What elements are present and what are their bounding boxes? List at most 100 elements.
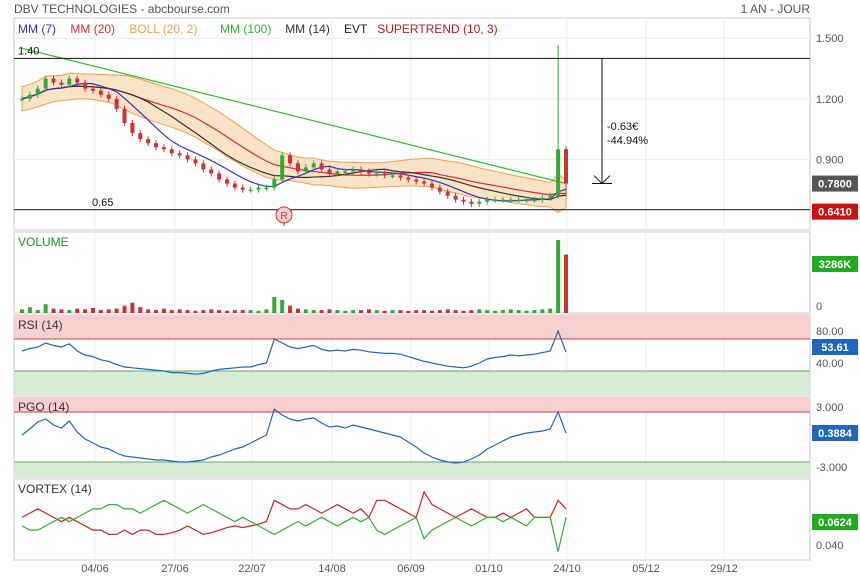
vortex-value: 0.0624: [818, 517, 853, 529]
x-tick-label: 14/08: [318, 563, 346, 575]
last-price-value: 0.7800: [818, 179, 852, 191]
candle-body: [374, 173, 379, 175]
volume-bar: [75, 308, 80, 313]
candle-body: [146, 139, 151, 144]
candle-body: [516, 199, 521, 202]
volume-bar: [59, 309, 64, 313]
candle-body: [485, 199, 490, 202]
candle-body: [20, 98, 24, 101]
y-tick-label: 40.00: [816, 358, 844, 370]
candle-body: [564, 149, 568, 184]
candle-body: [201, 163, 206, 170]
last-price-badge: [812, 175, 858, 192]
candle-body: [461, 199, 466, 202]
x-tick-label: 06/09: [397, 563, 425, 575]
volume-bar: [43, 304, 48, 313]
legend-item: MM (20): [70, 22, 115, 36]
volume-bar: [98, 310, 103, 313]
candle-body: [469, 201, 474, 204]
y-tick-label: 1.500: [816, 33, 844, 45]
candle-body: [27, 94, 32, 99]
volume-bar: [177, 309, 182, 313]
candle-body: [288, 155, 293, 164]
vortex-line: [21, 499, 567, 552]
candle-body: [390, 175, 395, 177]
candle-body: [453, 195, 458, 200]
candle-body: [264, 187, 269, 190]
candle-body: [177, 153, 182, 156]
volume-bar: [414, 310, 419, 313]
change-pct: -44.94%: [607, 135, 648, 147]
volume-bar: [516, 310, 521, 313]
supertrend-value: 0.6410: [818, 207, 852, 219]
volume-bar: [366, 309, 371, 313]
vortex-title: VORTEX (14): [18, 482, 92, 496]
candle-body: [437, 187, 442, 192]
candle-body: [106, 94, 111, 99]
candle-body: [406, 177, 411, 180]
volume-bar: [532, 310, 537, 313]
volume-bar: [146, 309, 151, 313]
x-tick-label: 22/07: [238, 563, 266, 575]
volume-bar: [406, 310, 411, 313]
volume-bar: [106, 309, 111, 313]
oscillator-badge: [812, 339, 858, 355]
zone-high: [14, 397, 810, 412]
header-title: DBV TECHNOLOGIES - abcbourse.com: [14, 2, 230, 16]
candle-body: [217, 173, 222, 180]
volume-bar: [201, 310, 206, 313]
oscillator-badge: [812, 425, 858, 441]
volume-bar: [429, 310, 434, 313]
legend-item: MM (14): [285, 22, 330, 36]
volume-bar: [288, 305, 293, 313]
candle-body: [256, 187, 261, 190]
candle-body: [75, 78, 80, 83]
volume-bar: [524, 310, 529, 313]
zone-low: [14, 462, 810, 477]
volume-bar: [67, 310, 72, 313]
candle-body: [185, 155, 190, 160]
volume-bar: [138, 307, 143, 313]
oscillator-value: 53.61: [821, 342, 849, 354]
level-label: 0.65: [92, 197, 113, 209]
legend-item: SUPERTREND (10, 3): [377, 22, 497, 36]
legend-item: EVT: [344, 22, 368, 36]
candle-body: [319, 163, 324, 170]
volume-bar: [232, 310, 237, 313]
panel-volume: [13, 231, 811, 314]
candle-body: [83, 82, 88, 89]
y-tick-label: 0.900: [816, 154, 844, 166]
candle-body: [327, 169, 332, 174]
volume-bar: [264, 309, 269, 313]
volume-bar: [35, 310, 40, 313]
volume-bar: [453, 310, 458, 313]
volume-bar: [154, 310, 159, 313]
vortex-line: [21, 490, 567, 536]
level-label: 1.40: [18, 45, 39, 57]
candle-body: [35, 88, 40, 95]
zone-low: [14, 371, 810, 395]
oscillator-value: 0.3884: [818, 428, 853, 440]
volume-bar: [445, 309, 450, 313]
mm14-line: [21, 85, 567, 201]
x-tick-label: 04/06: [81, 563, 109, 575]
candle-body: [540, 197, 545, 200]
header-period: 1 AN - JOUR: [741, 2, 811, 16]
volume-bar: [319, 310, 324, 313]
volume-bar: [500, 310, 505, 313]
volume-bar: [437, 310, 442, 313]
candle-body: [59, 82, 64, 85]
volume-bar: [390, 310, 395, 313]
candle-body: [445, 191, 450, 196]
candle-body: [366, 171, 371, 174]
volume-value: 3286K: [819, 259, 851, 271]
candle-body: [359, 169, 364, 172]
candle-body: [224, 179, 229, 184]
vortex-badge: [812, 514, 858, 530]
volume-bar: [114, 308, 119, 313]
y-tick-label: -3.000: [816, 462, 847, 474]
volume-bar: [327, 309, 332, 313]
supertrend-badge: [812, 203, 858, 220]
